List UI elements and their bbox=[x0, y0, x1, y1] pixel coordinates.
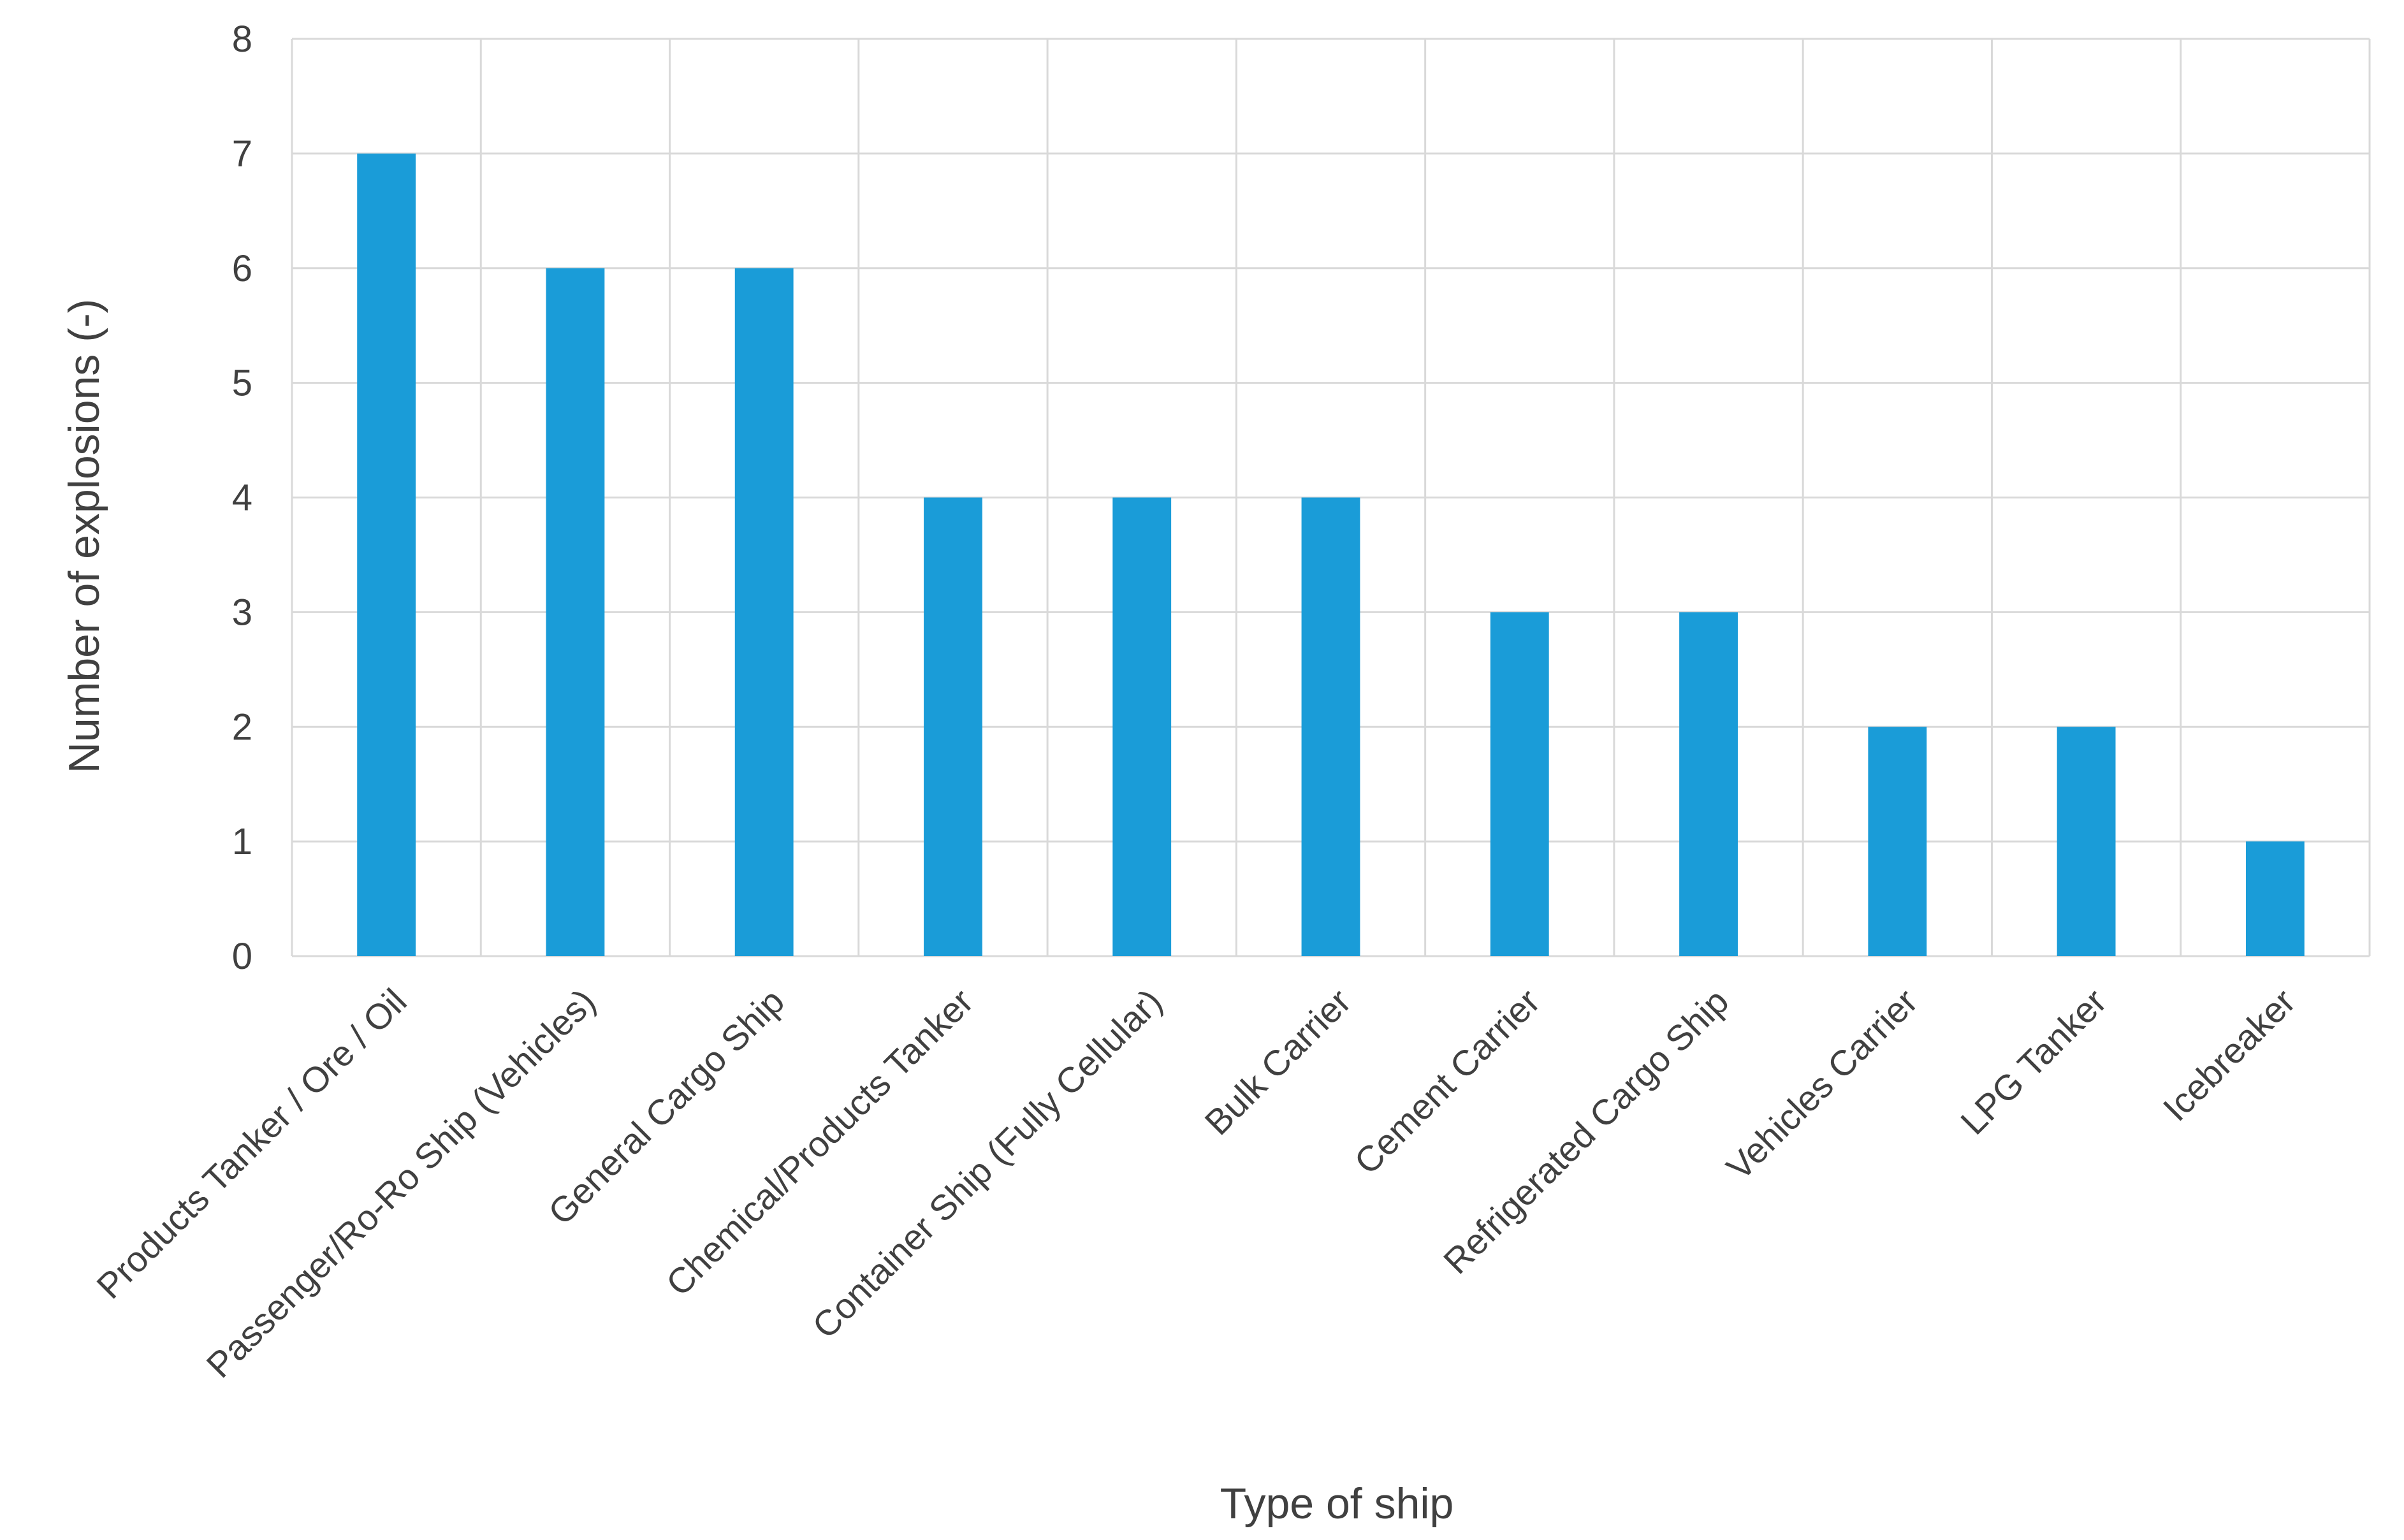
bar bbox=[1679, 612, 1738, 956]
x-axis-category-labels: Products Tanker / Ore / OilPassenger/Ro-… bbox=[89, 981, 2303, 1385]
y-tick-label: 8 bbox=[232, 18, 252, 60]
y-axis-ticks: 0 1 2 3 4 5 6 7 8 bbox=[232, 18, 252, 977]
y-tick-label: 7 bbox=[232, 133, 252, 175]
y-tick-label: 3 bbox=[232, 592, 252, 633]
y-tick-label: 0 bbox=[232, 936, 252, 977]
bar bbox=[2245, 841, 2305, 956]
x-category-label: Vehicles Carrier bbox=[1719, 981, 1925, 1188]
bar bbox=[2057, 727, 2116, 956]
x-category-label: LPG Tanker bbox=[1953, 981, 2114, 1142]
x-category-label: Passenger/Ro-Ro Ship (Vehicles) bbox=[198, 981, 602, 1385]
y-tick-label: 1 bbox=[232, 821, 252, 862]
y-tick-label: 5 bbox=[232, 363, 252, 404]
x-category-label: Bulk Carrier bbox=[1197, 981, 1359, 1143]
x-category-label: Icebreaker bbox=[2155, 981, 2303, 1129]
y-axis-title: Number of explosions (-) bbox=[60, 299, 108, 773]
bar bbox=[734, 268, 794, 956]
x-category-label: Products Tanker / Ore / Oil bbox=[89, 981, 414, 1306]
grid bbox=[291, 38, 2371, 957]
x-axis-title: Type of ship bbox=[1220, 1479, 1454, 1528]
x-category-label: Cement Carrier bbox=[1346, 981, 1547, 1182]
bar bbox=[357, 153, 416, 956]
bar bbox=[1868, 727, 1927, 956]
bar bbox=[1490, 612, 1549, 956]
y-tick-label: 6 bbox=[232, 248, 252, 289]
y-tick-label: 2 bbox=[232, 706, 252, 748]
bar bbox=[1301, 497, 1360, 956]
x-category-label: Container Ship (Fully Cellular) bbox=[805, 981, 1170, 1346]
x-category-label: Chemical/Products Tanker bbox=[658, 981, 980, 1304]
bars bbox=[357, 153, 2305, 956]
bar bbox=[924, 497, 982, 956]
bar bbox=[546, 268, 605, 956]
y-tick-label: 4 bbox=[232, 477, 252, 519]
bar bbox=[1112, 497, 1172, 956]
